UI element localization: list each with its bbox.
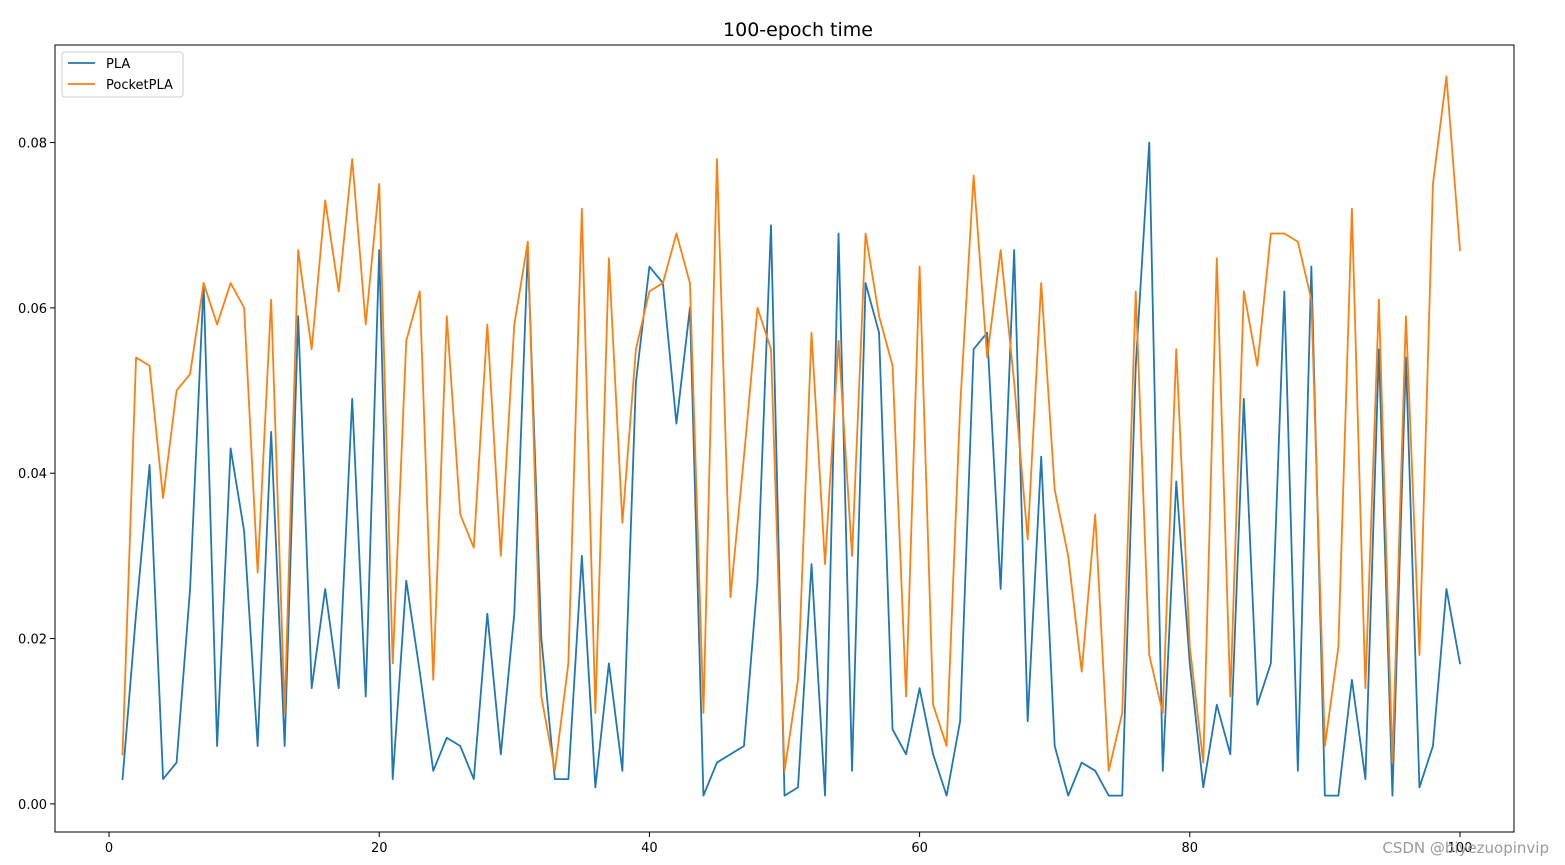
y-tick-label: 0.04 xyxy=(18,467,47,482)
plot-frame xyxy=(54,44,1515,833)
x-tick-label: 100 xyxy=(1448,841,1473,856)
y-tick-label: 0.00 xyxy=(18,798,47,813)
x-axis: 0 20 40 60 80 100 xyxy=(105,832,1472,856)
series-line-pla xyxy=(121,141,1462,797)
plot-lines xyxy=(121,75,1462,797)
x-tick-label: 20 xyxy=(371,841,388,856)
y-tick-label: 0.06 xyxy=(18,302,47,317)
x-tick-label: 80 xyxy=(1182,841,1199,856)
series-line-pocketpla xyxy=(121,75,1461,772)
watermark: CSDN @biyezuopinvip xyxy=(1382,839,1549,857)
legend: PLA PocketPLA xyxy=(61,51,184,98)
y-tick-label: 0.08 xyxy=(18,137,47,152)
x-tick-label: 0 xyxy=(105,841,113,856)
y-tick-label: 0.02 xyxy=(18,633,47,648)
x-tick-label: 40 xyxy=(641,841,658,856)
x-tick-label: 60 xyxy=(911,841,928,856)
legend-label: PLA xyxy=(106,57,130,72)
y-axis: 0.00 0.02 0.04 0.06 0.08 xyxy=(18,137,55,813)
legend-label: PocketPLA xyxy=(106,78,173,93)
chart-title: 100-epoch time xyxy=(723,19,873,41)
